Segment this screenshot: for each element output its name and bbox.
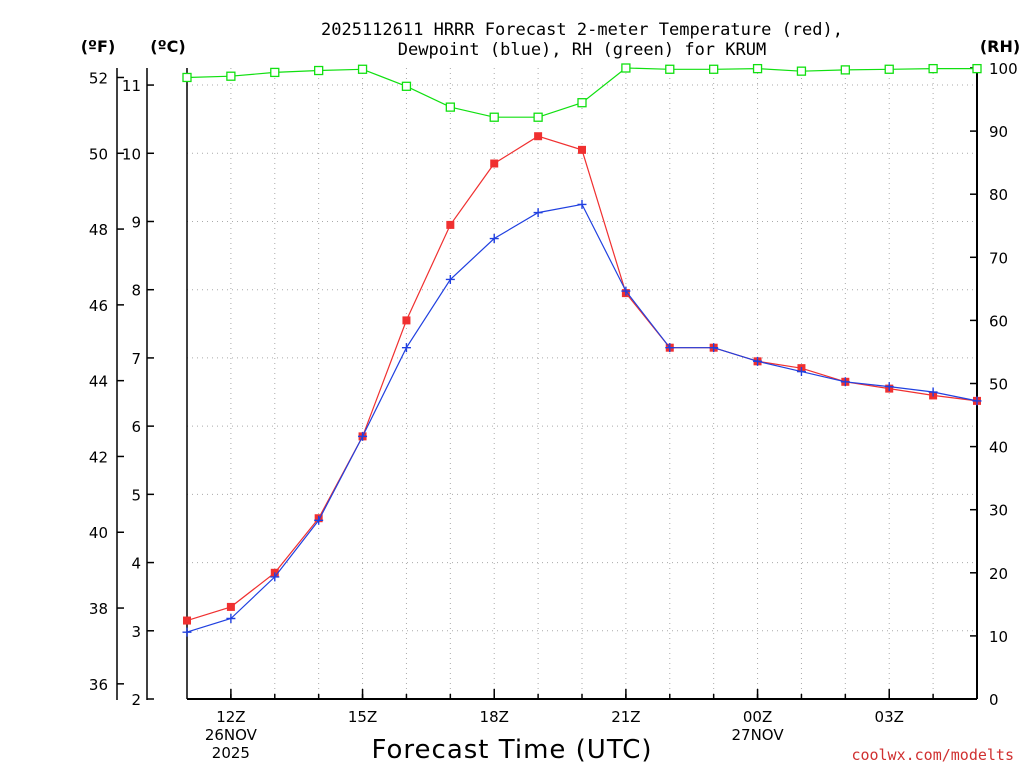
celsius-tick-label: 4 [131, 555, 141, 573]
rh-point [314, 65, 324, 76]
celsius-tick-label: 7 [131, 350, 141, 368]
celsius-tick-label: 11 [122, 77, 141, 95]
fahrenheit-tick-label: 44 [89, 373, 108, 391]
dewpoint-point [314, 515, 324, 525]
rh-point [357, 64, 368, 74]
chart-title-line1: 2025112611 HRRR Forecast 2-meter Tempera… [321, 20, 843, 40]
celsius-tick-label: 10 [122, 145, 141, 163]
rh-point [752, 63, 763, 74]
rh-point [709, 64, 719, 74]
temperature-point [446, 220, 455, 229]
rh-point [182, 72, 192, 83]
rh-point [226, 71, 236, 81]
rh-point [796, 66, 807, 76]
dewpoint-point [358, 431, 368, 441]
x-tick-date-label: 26NOV [205, 726, 258, 744]
rh-point [533, 112, 543, 122]
rh-tick-label: 0 [989, 691, 999, 709]
rh-point [401, 81, 412, 91]
rh-tick-label: 90 [989, 123, 1008, 141]
x-tick-label: 00Z [743, 708, 772, 726]
x-tick-label: 18Z [480, 708, 509, 726]
fahrenheit-tick-label: 46 [89, 297, 108, 315]
dewpoint-point [270, 572, 280, 582]
rh-tick-label: 40 [989, 439, 1008, 457]
rh-point [840, 65, 850, 75]
rh-line [186, 67, 977, 118]
celsius-tick-label: 6 [131, 418, 141, 436]
rh-tick-label: 80 [989, 186, 1008, 204]
celsius-unit-label: (ºC) [150, 37, 185, 56]
fahrenheit-tick-label: 52 [89, 69, 108, 87]
celsius-tick-label: 3 [131, 623, 141, 641]
x-tick-label: 21Z [611, 708, 640, 726]
credit-text: coolwx.com/modelts [851, 746, 1014, 764]
dewpoint-point [884, 382, 894, 392]
dewpoint-point [621, 286, 631, 296]
temperature-point [490, 159, 499, 168]
axes: 2 3 4 5 6 7 8 9 10 11 36 38 40 42 44 46 48 50 52 0 10 20 30 40 5… [89, 60, 1018, 762]
temperature-point [578, 145, 586, 154]
temperature-point [226, 602, 235, 611]
rh-tick-label: 60 [989, 312, 1008, 330]
rh-point [270, 67, 280, 78]
rh-tick-label: 100 [989, 60, 1018, 78]
chart-title-line2: Dewpoint (blue), RH (green) for KRUM [398, 40, 766, 60]
dewpoint-point [226, 614, 236, 624]
rh-point [972, 63, 982, 74]
rh-point [621, 63, 631, 73]
rh-point [928, 63, 938, 74]
dewpoint-point [533, 208, 543, 218]
celsius-tick-label: 5 [131, 486, 141, 504]
dewpoint-point [182, 627, 192, 637]
data-series [182, 63, 982, 637]
x-tick-label: 12Z [216, 708, 245, 726]
x-axis-title: Forecast Time (UTC) [371, 735, 652, 765]
dewpoint-point [796, 367, 806, 377]
rh-unit-label: (RH) [980, 37, 1020, 56]
rh-point [577, 98, 587, 108]
temperature-point [183, 616, 191, 625]
rh-tick-label: 50 [989, 376, 1008, 394]
fahrenheit-tick-label: 50 [89, 145, 108, 163]
dewpoint-point [401, 343, 411, 353]
dewpoint-point [665, 343, 675, 353]
x-tick-year-label: 2025 [212, 744, 250, 762]
dewpoint-point [753, 356, 763, 366]
fahrenheit-tick-label: 48 [89, 221, 108, 239]
dewpoint-point [445, 274, 455, 284]
fahrenheit-unit-label: (ºF) [81, 37, 116, 56]
rh-tick-label: 30 [989, 502, 1008, 520]
dewpoint-point [577, 199, 587, 209]
x-tick-label: 15Z [348, 708, 377, 726]
dewpoint-point [489, 234, 499, 244]
rh-tick-label: 70 [989, 249, 1008, 267]
dewpoint-point [709, 343, 719, 353]
dewpoint-point [972, 396, 982, 406]
rh-tick-label: 20 [989, 565, 1008, 583]
fahrenheit-tick-label: 36 [89, 676, 108, 694]
rh-point [445, 102, 455, 112]
temperature-point [402, 316, 411, 325]
celsius-tick-label: 2 [131, 691, 141, 709]
x-tick-date-label: 27NOV [731, 726, 784, 744]
rh-point [489, 112, 499, 122]
dewpoint-point [840, 377, 850, 387]
dewpoint-point [928, 387, 938, 397]
celsius-tick-label: 9 [131, 213, 141, 231]
fahrenheit-tick-label: 38 [89, 600, 108, 618]
fahrenheit-tick-label: 42 [89, 448, 108, 466]
x-tick-label: 03Z [875, 708, 904, 726]
celsius-tick-label: 8 [131, 282, 141, 300]
rh-tick-label: 10 [989, 628, 1008, 646]
rh-point [884, 64, 894, 74]
fahrenheit-tick-label: 40 [89, 524, 108, 542]
temperature-point [534, 132, 543, 141]
grid-lines [187, 68, 977, 699]
rh-point [665, 64, 675, 74]
